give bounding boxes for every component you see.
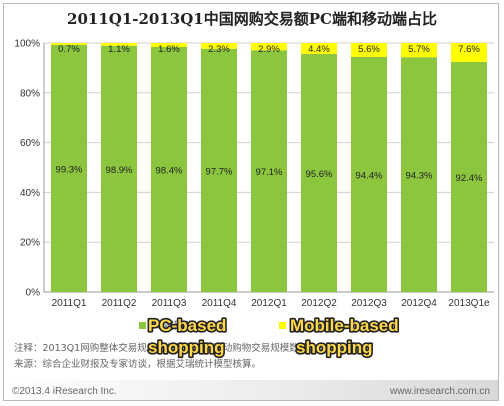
x-tick-label: 2013Q1e — [448, 298, 490, 309]
y-tick-label: 20% — [20, 238, 40, 249]
y-tick-label: 100% — [14, 39, 40, 50]
bar-pc-2012Q2 — [301, 53, 337, 293]
note-line-2: 来源：综合企业财报及专家访谈，根据艾瑞统计模型核算。 — [14, 358, 261, 370]
data-label-pc: 99.3% — [56, 164, 83, 175]
y-tick-label: 60% — [20, 138, 40, 149]
x-tick-label: 2012Q1 — [251, 298, 287, 309]
bar-mobile-2013Q1e — [451, 43, 487, 62]
bar-pc-2013Q1e — [451, 61, 487, 293]
legend-swatch-pc — [139, 322, 146, 329]
data-label-pc: 92.4% — [456, 173, 483, 184]
data-label-mobile: 7.6% — [458, 44, 480, 55]
chart-title: 2011Q1-2013Q1中国网购交易额PC端和移动端占比 — [67, 10, 437, 28]
data-label-pc: 98.9% — [106, 165, 133, 176]
bar-mobile-2012Q4 — [401, 43, 437, 58]
y-axis-ticks: 0% 20% 40% 60% 80% 100% — [14, 39, 40, 299]
footer-url: www.iresearch.com.cn — [389, 386, 490, 397]
footer-bar — [4, 380, 498, 400]
legend-label-pc: PC端网购 — [150, 319, 194, 332]
x-tick-label: 2012Q4 — [401, 298, 437, 309]
bar-pc-2011Q3 — [151, 46, 187, 292]
bar-pc-2012Q1 — [251, 50, 287, 292]
overlay-pc-label: PC-based shopping — [146, 314, 228, 358]
data-label-pc: 94.3% — [406, 171, 433, 182]
y-tick-label: 40% — [20, 188, 40, 199]
bar-pc-2011Q2 — [101, 45, 137, 292]
bar-pc-2012Q3 — [351, 56, 387, 292]
footer-copyright: ©2013.4 iResearch Inc. — [12, 386, 117, 397]
bar-mobile-2012Q3 — [351, 43, 387, 57]
bar-pc-2012Q4 — [401, 57, 437, 293]
legend-swatch-mobile — [279, 322, 286, 329]
bar-mobile-2012Q2 — [301, 43, 337, 54]
bar-mobile-2012Q1 — [251, 43, 287, 51]
x-tick-label: 2011Q4 — [202, 298, 237, 309]
bar-mobile-2011Q1 — [51, 43, 87, 45]
overlay-mobile-line-1: Mobile-based — [290, 316, 399, 335]
overlay-mobile-label: Mobile-based shopping — [288, 314, 400, 358]
data-label-pc: 94.4% — [356, 170, 383, 181]
bar-mobile-2011Q4 — [201, 43, 237, 49]
y-tick-label: 0% — [26, 288, 41, 299]
data-label-mobile: 2.3% — [208, 44, 230, 55]
bar-mobile-2011Q2 — [101, 43, 137, 46]
legend-label-mobile: 移动端网购 — [290, 319, 340, 332]
bar-pc-2011Q1 — [51, 44, 87, 293]
data-label-pc: 98.4% — [156, 165, 183, 176]
data-label-mobile: 5.7% — [408, 44, 430, 55]
data-label-mobile: 5.6% — [358, 44, 380, 55]
data-label-mobile: 4.4% — [308, 44, 330, 55]
legend: PC端网购 移动端网购 — [139, 319, 340, 332]
data-label-mobile: 0.7% — [58, 44, 80, 55]
data-label-mobile: 1.6% — [158, 44, 180, 55]
overlay-pc-line-2: shopping — [148, 338, 224, 357]
data-label-mobile: 1.1% — [108, 44, 130, 55]
bars: 99.3% 0.7% 98.9% 1.1% 98.4% 1.6% 97.7% 2.3% 97.1… — [51, 43, 487, 293]
bar-pc-2011Q4 — [201, 48, 237, 292]
x-tick-label: 2011Q1 — [52, 298, 87, 309]
data-label-pc: 95.6% — [306, 169, 333, 180]
x-tick-label: 2012Q2 — [301, 298, 337, 309]
y-tick-label: 80% — [20, 88, 40, 99]
data-label-mobile: 2.9% — [258, 44, 280, 55]
bar-mobile-2011Q3 — [151, 43, 187, 47]
x-tick-label: 2011Q2 — [102, 298, 137, 309]
data-label-pc: 97.7% — [206, 166, 233, 177]
x-tick-label: 2012Q3 — [351, 298, 387, 309]
overlay-mobile-line-2: shopping — [296, 338, 372, 357]
x-axis-ticks: 2011Q1 2011Q2 2011Q3 2011Q4 2012Q1 2012Q2 2012… — [52, 298, 490, 309]
x-tick-label: 2011Q3 — [152, 298, 187, 309]
data-label-pc: 97.1% — [256, 167, 283, 178]
note-line-1: 注释：2013Q1网购整体交易规模为估计数据，移动购物交易规模数据为估算值。 — [14, 342, 356, 354]
overlay-pc-line-1: PC-based — [148, 316, 226, 335]
